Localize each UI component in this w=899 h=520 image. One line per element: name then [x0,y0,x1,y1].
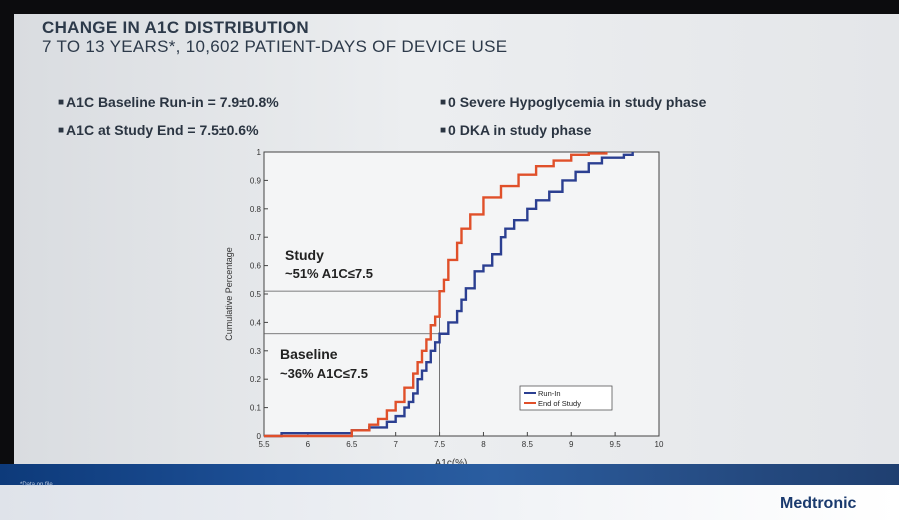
footnote: *Data on file. [20,482,55,488]
x-tick-label: 10 [655,440,664,449]
y-tick-label: 0.3 [250,347,262,356]
annotation-baseline-value: ~36% A1C≤7.5 [280,366,368,381]
annotation-study-title: Study [285,247,324,263]
x-tick-label: 7 [393,440,398,449]
bullet-baseline-a1c: ■ A1C Baseline Run-in = 7.9±0.8% [58,94,279,110]
bullet-hypoglycemia: ■ 0 Severe Hypoglycemia in study phase [440,94,706,110]
y-tick-label: 0.9 [250,176,262,185]
bullet-marker: ■ [440,97,447,108]
bullet-text: 0 DKA in study phase [448,122,592,138]
x-tick-label: 9.5 [610,440,622,449]
bullet-marker: ■ [440,125,447,136]
y-tick-label: 0.4 [250,318,262,327]
series-line-run-in [264,152,634,438]
bullet-study-end-a1c: ■ A1C at Study End = 7.5±0.6% [58,122,259,138]
legend-box [519,385,613,411]
x-tick-label: 8 [481,440,486,449]
x-axis-label: A1c(%) [435,458,468,469]
bullet-dka: ■ 0 DKA in study phase [440,122,591,138]
bullet-text: 0 Severe Hypoglycemia in study phase [448,94,707,110]
annotation-study-value: ~51% A1C≤7.5 [285,266,373,281]
legend-label-end-of-study: End of Study [538,399,581,408]
y-tick-label: 0.2 [250,375,262,384]
bullet-text: A1C Baseline Run-in = 7.9±0.8% [66,94,279,110]
y-tick-label: 0.1 [250,404,262,413]
legend-label-run-in: Run-In [538,389,561,398]
y-tick-label: 0.5 [250,290,262,299]
annotation-baseline-title: Baseline [280,346,338,362]
cumulative-a1c-chart: 5.5 6 6.5 7 7.5 8 8.5 9 9.5 10 0 0.1 0.2 0.3 0.4 0.5 0.6… [224,148,664,469]
bullet-marker: ■ [58,125,65,136]
x-tick-label: 5.5 [258,440,270,449]
y-tick-label: 0.8 [250,205,262,214]
slide-subtitle: 7 TO 13 YEARS*, 10,602 PATIENT-DAYS OF D… [42,37,508,56]
x-tick-label: 7.5 [434,440,446,449]
legend: Run-In End of Study [519,385,613,411]
bullet-text: A1C at Study End = 7.5±0.6% [66,122,259,138]
medtronic-logo: Medtronic [780,495,857,512]
x-tick-label: 9 [569,440,574,449]
y-tick-label: 0 [257,432,262,441]
y-axis-label: Cumulative Percentage [224,247,234,341]
y-tick-label: 1 [257,148,262,157]
x-tick-label: 6.5 [346,440,358,449]
x-tick-label: 6 [306,440,311,449]
y-tick-label: 0.7 [250,233,262,242]
x-tick-label: 8.5 [522,440,534,449]
y-tick-label: 0.6 [250,262,262,271]
series-line-end-of-study [264,152,608,438]
slide-title: CHANGE IN A1C DISTRIBUTION [42,18,309,37]
footer-band [0,485,899,520]
bullet-marker: ■ [58,97,65,108]
